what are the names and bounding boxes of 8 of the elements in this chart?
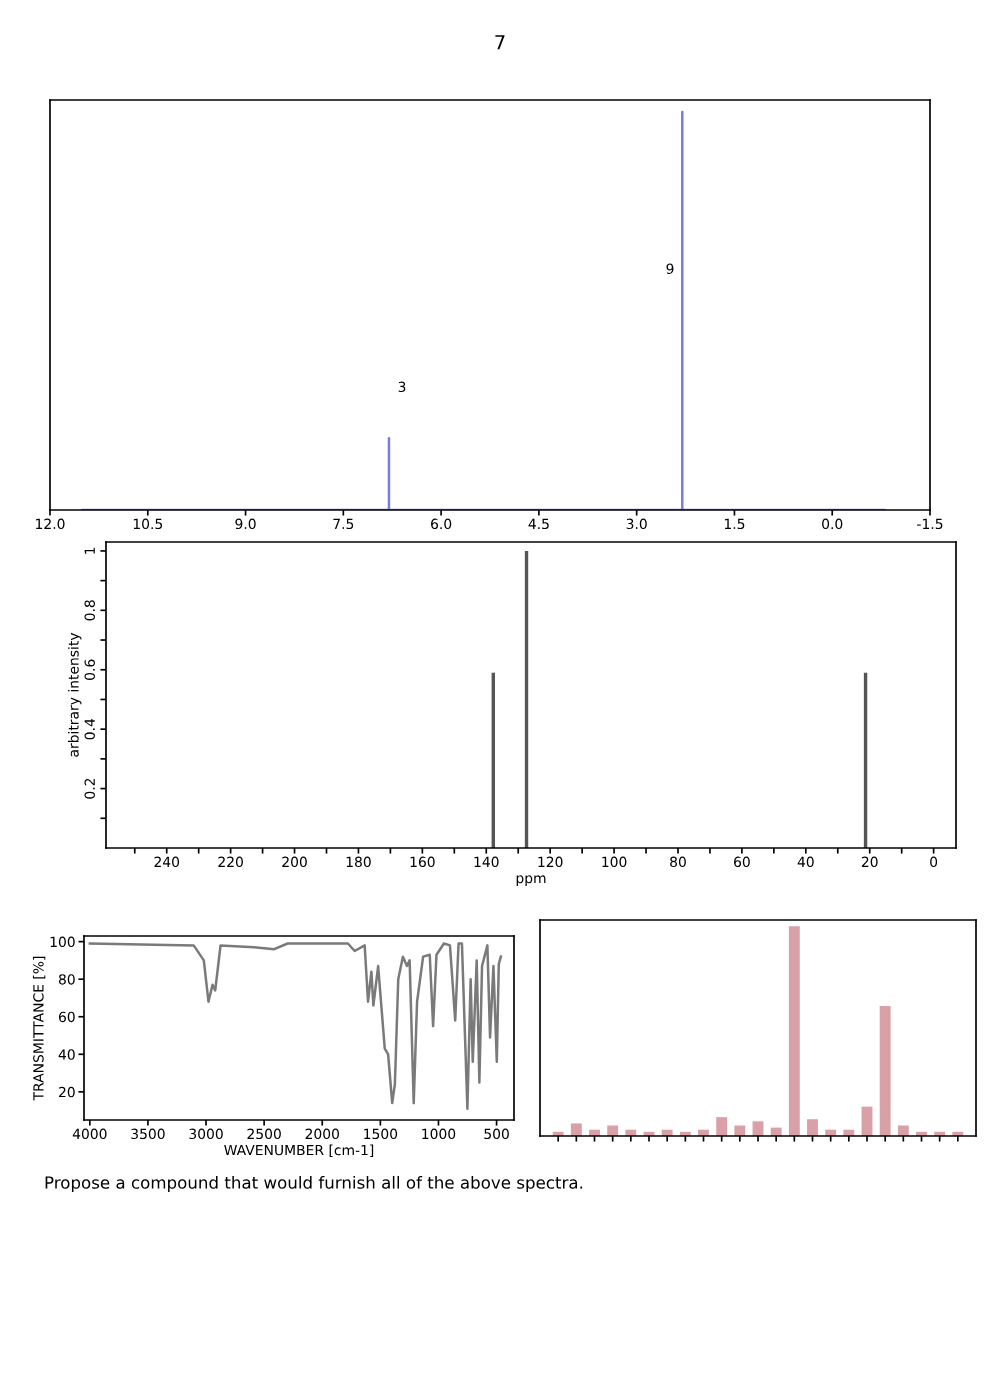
bar xyxy=(716,1117,728,1136)
line-series xyxy=(88,942,503,1110)
bar xyxy=(807,1119,818,1136)
text: 7 xyxy=(495,35,505,50)
text: Propose a compound that would furnish all of the above spectra. xyxy=(45,1175,583,1193)
bar xyxy=(788,926,800,1136)
bar xyxy=(879,1005,891,1136)
bar xyxy=(570,1123,582,1136)
